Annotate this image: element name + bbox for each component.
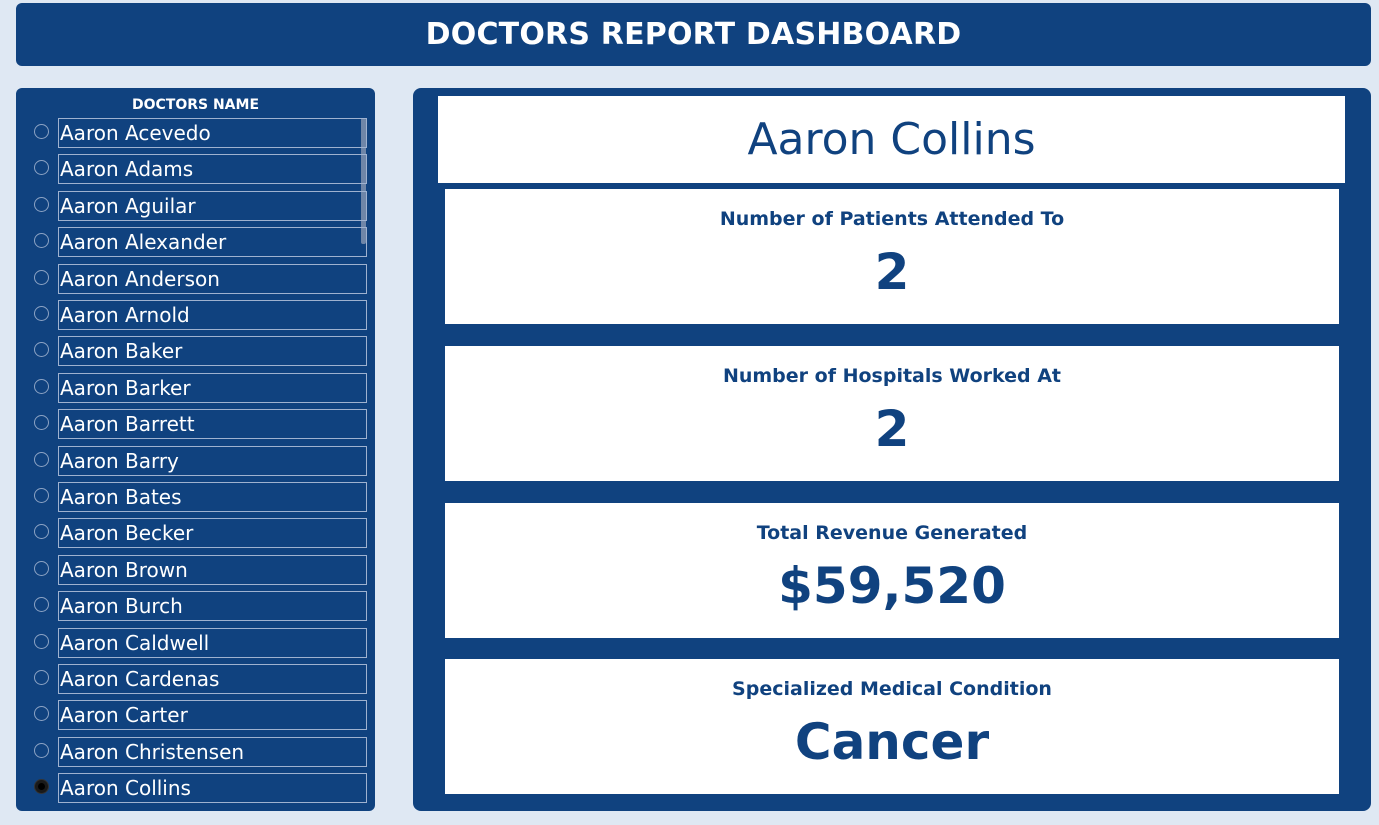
slicer-item[interactable]: Aaron Barry xyxy=(16,445,375,476)
kpi-value: 2 xyxy=(874,243,910,301)
selected-doctor-name: Aaron Collins xyxy=(747,114,1036,165)
slicer-item[interactable]: Aaron Christensen xyxy=(16,736,375,767)
patients-card: Number of Patients Attended To 2 xyxy=(445,189,1339,324)
slicer-item[interactable]: Aaron Barrett xyxy=(16,409,375,440)
slicer-item-label[interactable]: Aaron Barker xyxy=(58,372,367,403)
slicer-item[interactable]: Aaron Aguilar xyxy=(16,190,375,221)
radio-button[interactable] xyxy=(34,670,49,685)
slicer-item-label[interactable]: Aaron Baker xyxy=(58,336,367,367)
kpi-label: Number of Patients Attended To xyxy=(719,208,1065,230)
kpi-label: Specialized Medical Condition xyxy=(732,678,1052,700)
radio-button[interactable] xyxy=(34,342,49,358)
radio-button[interactable] xyxy=(34,124,49,139)
slicer-item-label[interactable]: Aaron Barry xyxy=(58,445,367,476)
dashboard-title: DOCTORS REPORT DASHBOARD xyxy=(425,17,962,52)
slicer-item-label[interactable]: Aaron Barrett xyxy=(58,409,367,440)
revenue-card: Total Revenue Generated $59,520 xyxy=(445,503,1339,638)
slicer-item-label[interactable]: Aaron Cardenas xyxy=(58,664,367,694)
radio-button[interactable] xyxy=(34,451,49,467)
slicer-item[interactable]: Aaron Adams xyxy=(16,154,375,185)
slicer-item-label[interactable]: Aaron Acevedo xyxy=(58,118,367,148)
slicer-item[interactable]: Aaron Arnold xyxy=(16,300,375,330)
radio-button[interactable] xyxy=(34,378,49,394)
slicer-item[interactable]: Aaron Caldwell xyxy=(16,627,375,658)
slicer-item-label[interactable]: Aaron Brown xyxy=(58,554,367,585)
slicer-item-label[interactable]: Aaron Burch xyxy=(58,591,367,622)
radio-button[interactable] xyxy=(34,269,49,285)
selected-doctor-card: Aaron Collins xyxy=(438,96,1345,183)
slicer-item-label[interactable]: Aaron Arnold xyxy=(58,300,367,330)
slicer-item-label[interactable]: Aaron Bates xyxy=(58,482,367,512)
radio-button[interactable] xyxy=(34,633,49,649)
slicer-item-label[interactable]: Aaron Adams xyxy=(58,154,367,185)
slicer-item-label[interactable]: Aaron Becker xyxy=(58,518,367,549)
slicer-item-label[interactable]: Aaron Anderson xyxy=(58,263,367,294)
radio-button[interactable] xyxy=(34,779,49,795)
radio-button[interactable] xyxy=(34,196,49,212)
slicer-item-label[interactable]: Aaron Collins xyxy=(58,773,367,804)
slicer-item[interactable]: Aaron Baker xyxy=(16,336,375,367)
kpi-value: Cancer xyxy=(794,713,990,771)
radio-button[interactable] xyxy=(34,706,49,722)
slicer-item[interactable]: Aaron Brown xyxy=(16,554,375,585)
radio-button[interactable] xyxy=(34,597,49,613)
doctor-name-slicer: DOCTORS NAME Aaron Acevedo Aaron Adams Aar… xyxy=(16,88,375,811)
hospitals-card: Number of Hospitals Worked At 2 xyxy=(445,346,1339,481)
slicer-item[interactable]: Aaron Anderson xyxy=(16,263,375,294)
kpi-value: $59,520 xyxy=(778,557,1006,615)
slicer-item[interactable]: Aaron Burch xyxy=(16,591,375,622)
radio-button[interactable] xyxy=(34,742,49,758)
slicer-item[interactable]: Aaron Alexander xyxy=(16,227,375,258)
slicer-item-label[interactable]: Aaron Caldwell xyxy=(58,627,367,658)
slicer-scrollbar[interactable] xyxy=(361,118,366,244)
kpi-label: Number of Hospitals Worked At xyxy=(722,365,1062,387)
radio-button[interactable] xyxy=(34,160,49,176)
dashboard-header: DOCTORS REPORT DASHBOARD xyxy=(16,3,1371,66)
radio-button[interactable] xyxy=(34,488,49,503)
condition-card: Specialized Medical Condition Cancer xyxy=(445,659,1339,794)
doctor-details-panel: Aaron Collins Number of Patients Attende… xyxy=(413,88,1371,811)
slicer-item[interactable]: Aaron Collins xyxy=(16,773,375,804)
slicer-item-label[interactable]: Aaron Alexander xyxy=(58,227,367,258)
radio-button[interactable] xyxy=(34,415,49,431)
radio-button[interactable] xyxy=(34,306,49,321)
slicer-item[interactable]: Aaron Acevedo xyxy=(16,118,375,148)
slicer-item[interactable]: Aaron Cardenas xyxy=(16,664,375,694)
slicer-item[interactable]: Aaron Carter xyxy=(16,700,375,731)
slicer-item[interactable]: Aaron Bates xyxy=(16,482,375,512)
slicer-item[interactable]: Aaron Becker xyxy=(16,518,375,549)
slicer-item-label[interactable]: Aaron Carter xyxy=(58,700,367,731)
radio-button[interactable] xyxy=(34,560,49,576)
slicer-item[interactable]: Aaron Barker xyxy=(16,372,375,403)
kpi-label: Total Revenue Generated xyxy=(756,522,1028,544)
radio-button[interactable] xyxy=(34,524,49,540)
slicer-title: DOCTORS NAME xyxy=(131,97,260,113)
radio-button[interactable] xyxy=(34,233,49,249)
kpi-value: 2 xyxy=(874,400,910,458)
slicer-item-label[interactable]: Aaron Aguilar xyxy=(58,190,367,221)
slicer-item-label[interactable]: Aaron Christensen xyxy=(58,736,367,767)
